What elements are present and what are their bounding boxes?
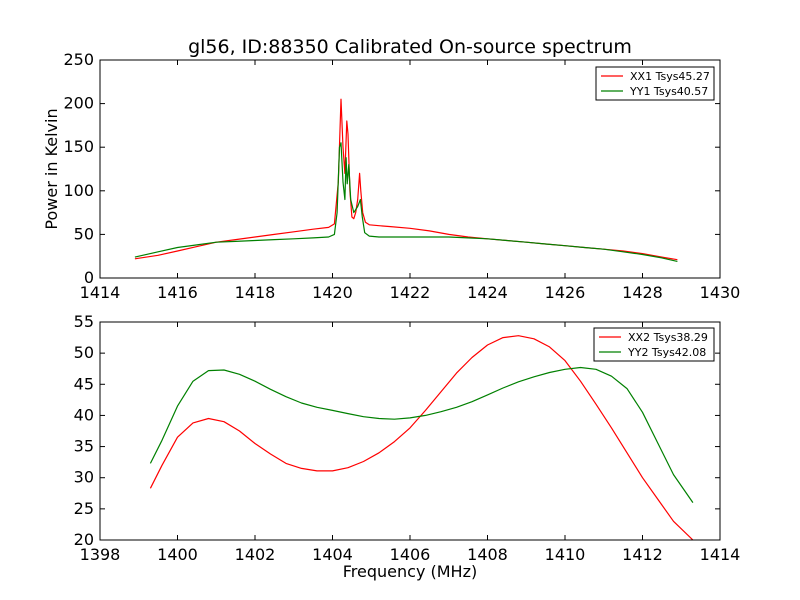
legend: XX2 Tsys38.29 YY2 Tsys42.08 <box>593 327 715 362</box>
x-tick-label: 1416 <box>157 283 198 302</box>
y-tick-label: 200 <box>63 94 94 113</box>
x-tick-label: 1430 <box>700 283 741 302</box>
x-tick-label: 1398 <box>80 545 121 564</box>
y-tick-label: 0 <box>84 268 94 287</box>
y-tick-label: 55 <box>74 312 94 331</box>
legend-box <box>595 66 715 101</box>
y-tick-label: 30 <box>74 468 94 487</box>
figure-title: gl56, ID:88350 Calibrated On-source spec… <box>188 36 632 58</box>
x-tick-label: 1422 <box>390 283 431 302</box>
y-tick-label: 20 <box>74 530 94 549</box>
x-tick-label: 1402 <box>235 545 276 564</box>
legend-box <box>593 327 715 362</box>
y-tick-label: 50 <box>74 343 94 362</box>
bottom-panel: 1398 1400 1402 1404 1406 1408 1410 1412 1414 20 25… <box>74 312 741 581</box>
y-axis-title: Power in Kelvin <box>42 108 61 229</box>
top-panel: 1414 1416 1418 1420 1422 1424 1426 1428 1430 0 50 1… <box>42 50 740 302</box>
x-tick-label: 1410 <box>545 545 586 564</box>
y-tick-label: 25 <box>74 499 94 518</box>
x-tick-label: 1408 <box>467 545 508 564</box>
y-tick-label: 50 <box>74 224 94 243</box>
y-tick-label: 250 <box>63 50 94 69</box>
x-tick-label: 1414 <box>80 283 121 302</box>
x-tick-label: 1424 <box>467 283 508 302</box>
x-axis-title: Frequency (MHz) <box>343 562 477 581</box>
y-tick-label: 40 <box>74 405 94 424</box>
legend-entry: XX2 Tsys38.29 <box>628 331 708 344</box>
x-tick-label: 1400 <box>157 545 198 564</box>
x-tick-label: 1420 <box>312 283 353 302</box>
legend-entry: XX1 Tsys45.27 <box>630 70 710 83</box>
series-line-2-2 <box>149 366 694 503</box>
y-tick-label: 45 <box>74 374 94 393</box>
x-tick-label: 1404 <box>312 545 353 564</box>
y-tick-label: 35 <box>74 437 94 456</box>
x-tick-label: 1412 <box>622 545 663 564</box>
x-tick-label: 1418 <box>235 283 276 302</box>
legend-entry: YY2 Tsys42.08 <box>627 346 706 359</box>
series-line-1-2 <box>134 142 678 262</box>
series-line-1-1 <box>134 98 678 261</box>
y-tick-label: 150 <box>63 137 94 156</box>
legend: XX1 Tsys45.27 YY1 Tsys40.57 <box>595 66 715 101</box>
x-tick-label: 1406 <box>390 545 431 564</box>
y-tick-label: 100 <box>63 181 94 200</box>
x-tick-label: 1426 <box>545 283 586 302</box>
x-tick-label: 1428 <box>622 283 663 302</box>
legend-entry: YY1 Tsys40.57 <box>629 85 708 98</box>
series-line-2-1 <box>149 335 694 540</box>
x-tick-label: 1414 <box>700 545 741 564</box>
